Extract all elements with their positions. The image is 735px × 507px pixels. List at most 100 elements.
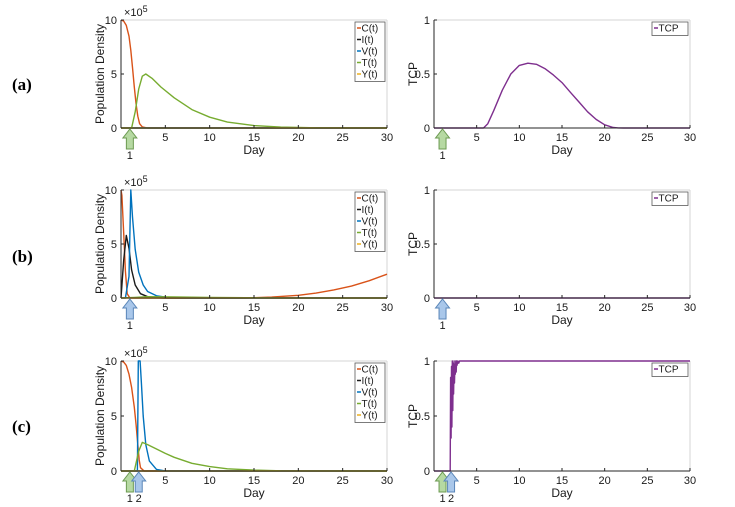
legend-label-c: C(t) [362, 24, 379, 35]
x-tick-label: 30 [381, 132, 393, 144]
y-tick-label: 0 [111, 293, 117, 305]
legend-label-c: C(t) [362, 365, 379, 376]
dose-arrow-blue [443, 471, 460, 493]
x-tick-label: 10 [513, 132, 525, 144]
y-tick-label: 0.5 [415, 239, 430, 251]
x-tick-label: 10 [513, 302, 525, 314]
dose-arrow-label: 1 [439, 320, 445, 332]
x-tick-label: 20 [292, 475, 304, 487]
legend-label-i: I(t) [362, 376, 374, 387]
y-tick-label: 0.5 [415, 411, 430, 423]
y-axis-label: TCP [406, 404, 420, 428]
y-multiplier-label: ×105 [124, 345, 148, 360]
y-axis-label: TCP [406, 62, 420, 86]
x-axis-label: Day [243, 143, 264, 157]
x-axis-label: Day [551, 313, 572, 327]
x-axis-label: Day [243, 486, 264, 500]
x-tick-label: 25 [641, 302, 653, 314]
y-tick-label: 1 [424, 15, 430, 27]
y-tick-label: 10 [105, 15, 117, 27]
legend-label-t: T(t) [362, 399, 378, 410]
dose-arrow-blue [121, 298, 138, 320]
dose-arrow-label: 1 [127, 493, 133, 505]
y-tick-label: 0 [111, 466, 117, 478]
y-tick-label: 5 [111, 411, 117, 423]
y-tick-label: 10 [105, 356, 117, 368]
y-multiplier-exponent: 5 [143, 4, 148, 14]
x-tick-label: 20 [599, 475, 611, 487]
series-line-c [120, 19, 387, 129]
x-tick-label: 20 [599, 302, 611, 314]
x-tick-label: 10 [204, 302, 216, 314]
y-tick-label: 0 [424, 123, 430, 135]
x-tick-label: 15 [248, 475, 260, 487]
dose-arrow-blue [434, 298, 451, 320]
y-tick-label: 10 [105, 185, 117, 197]
x-axis-label: Day [551, 143, 572, 157]
x-tick-label: 30 [381, 302, 393, 314]
y-multiplier-label: ×105 [124, 4, 148, 19]
x-tick-label: 30 [684, 132, 696, 144]
series-line-v [121, 360, 387, 472]
y-axis-label: TCP [406, 232, 420, 256]
dose-arrow-green [434, 128, 451, 150]
dose-arrow-label: 1 [439, 493, 445, 505]
legend-label-tcp: TCP [659, 365, 679, 376]
x-tick-label: 15 [556, 475, 568, 487]
y-axis-label: Population Density [93, 366, 107, 466]
x-tick-label: 25 [337, 475, 349, 487]
x-tick-label: 30 [684, 475, 696, 487]
x-tick-label: 5 [474, 302, 480, 314]
legend-label-y: Y(t) [362, 70, 378, 81]
legend-label-tcp: TCP [659, 194, 679, 205]
x-tick-label: 20 [599, 132, 611, 144]
series-line-i [120, 234, 387, 299]
y-tick-label: 0 [424, 466, 430, 478]
x-tick-label: 20 [292, 302, 304, 314]
panel-label-a: (a) [12, 75, 32, 94]
legend-label-t: T(t) [362, 58, 378, 69]
x-tick-label: 10 [204, 475, 216, 487]
x-tick-label: 30 [381, 475, 393, 487]
dose-arrow-label: 2 [136, 493, 142, 505]
x-tick-label: 5 [474, 132, 480, 144]
x-axis-label: Day [243, 313, 264, 327]
legend-box [651, 21, 689, 36]
legend-label-i: I(t) [362, 205, 374, 216]
legend-box [651, 362, 689, 377]
x-tick-label: 25 [641, 475, 653, 487]
dose-arrow-label: 1 [127, 150, 133, 162]
y-tick-label: 5 [111, 69, 117, 81]
y-multiplier-label: ×105 [124, 174, 148, 189]
x-tick-label: 20 [292, 132, 304, 144]
x-tick-label: 25 [641, 132, 653, 144]
dose-arrow-green [121, 128, 138, 150]
y-tick-label: 1 [424, 185, 430, 197]
y-tick-label: 0.5 [415, 69, 430, 81]
x-tick-label: 30 [684, 302, 696, 314]
x-tick-label: 25 [337, 132, 349, 144]
chart-b-tcp: 5 10 15 20 25 30 0 0.5 1 Day TCP TCP 1 [406, 185, 696, 332]
legend-label-t: T(t) [362, 228, 378, 239]
series-line-t [121, 73, 388, 129]
panel-label-c: (c) [12, 417, 31, 436]
dose-arrow-label: 1 [439, 150, 445, 162]
x-tick-label: 15 [556, 132, 568, 144]
x-tick-label: 15 [248, 302, 260, 314]
x-tick-label: 5 [162, 132, 168, 144]
chart-a-tcp: 5 10 15 20 25 30 0 0.5 1 Day TCP TCP 1 [406, 15, 696, 162]
series-line-t [121, 441, 388, 472]
dose-arrow-blue [130, 471, 147, 493]
y-tick-label: 5 [111, 239, 117, 251]
panel-label-b: (b) [12, 247, 33, 266]
legend-label-tcp: TCP [659, 24, 679, 35]
y-axis-label: Population Density [93, 194, 107, 294]
x-tick-label: 5 [162, 475, 168, 487]
series-line-tcp [434, 62, 690, 129]
y-multiplier-exponent: 5 [143, 345, 148, 355]
